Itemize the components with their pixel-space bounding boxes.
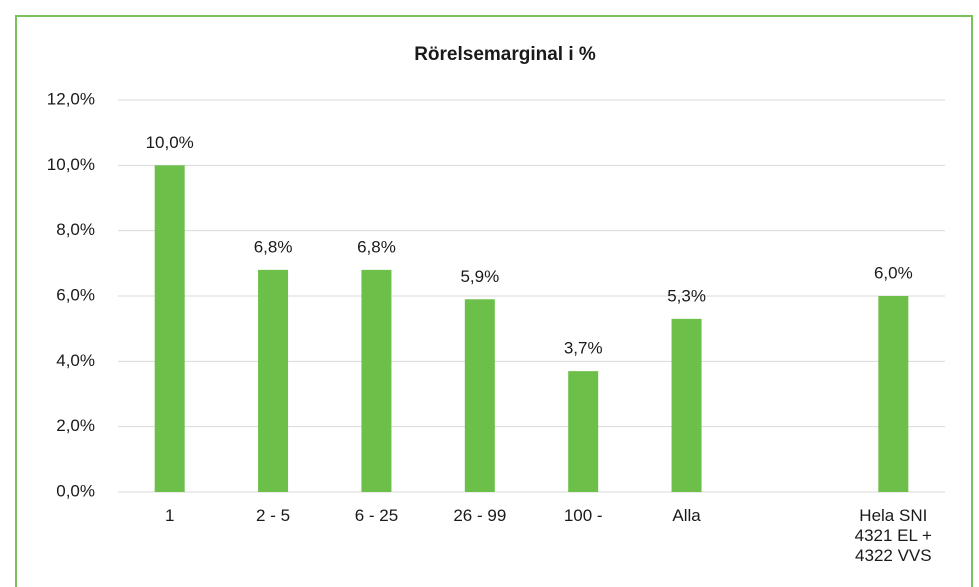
data-label: 6,0% <box>874 263 913 282</box>
data-label: 10,0% <box>146 133 194 152</box>
x-tick-label: 26 - 99 <box>453 506 507 525</box>
y-tick-label: 2,0% <box>56 416 95 435</box>
x-tick-label: 100 - <box>563 506 603 525</box>
x-tick-label: Hela SNI 4321 EL + 4322 VVS <box>854 506 932 565</box>
y-tick-label: 10,0% <box>47 155 95 174</box>
bar <box>361 269 392 492</box>
y-tick-label: 6,0% <box>56 285 95 304</box>
data-label: 3,7% <box>564 339 603 358</box>
y-tick-label: 0,0% <box>56 481 95 500</box>
x-tick-label: 6 - 25 <box>354 506 399 525</box>
bar <box>154 165 185 493</box>
x-tick-label: Alla <box>672 506 701 525</box>
chart-title: Rörelsemarginal i % <box>414 44 596 65</box>
y-tick-label: 4,0% <box>56 351 95 370</box>
bar <box>878 296 909 492</box>
bar <box>464 299 495 492</box>
x-tick-label: 1 <box>164 506 175 525</box>
x-tick-label: 2 - 5 <box>256 506 291 525</box>
data-label: 5,9% <box>460 267 499 286</box>
y-tick-label: 12,0% <box>47 89 95 108</box>
bar <box>671 318 702 492</box>
y-tick-label: 8,0% <box>56 220 95 239</box>
data-label: 6,8% <box>254 237 293 256</box>
bar <box>568 371 599 492</box>
data-label: 5,3% <box>667 286 706 305</box>
bar <box>258 269 289 492</box>
chart-frame <box>15 15 973 587</box>
data-label: 6,8% <box>357 237 396 256</box>
